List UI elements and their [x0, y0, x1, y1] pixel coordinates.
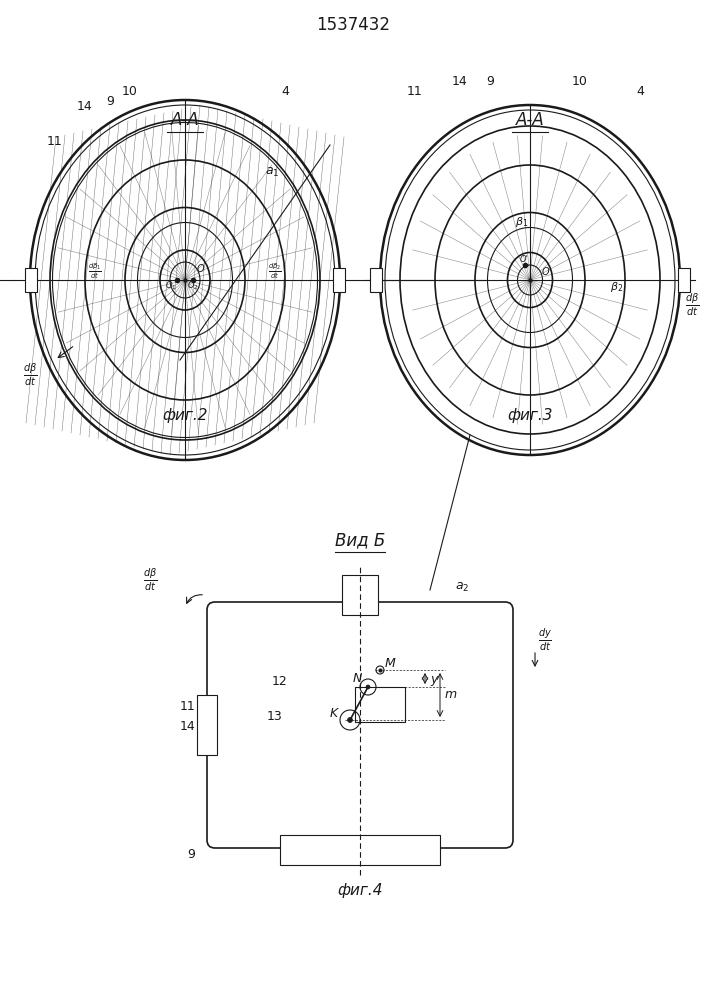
Text: $a_2$: $a_2$: [455, 581, 469, 594]
Text: $\frac{d\beta}{dt}$: $\frac{d\beta}{dt}$: [143, 566, 157, 593]
Text: 4: 4: [281, 85, 289, 98]
Text: 10: 10: [572, 75, 588, 88]
FancyBboxPatch shape: [197, 695, 217, 755]
FancyBboxPatch shape: [678, 268, 690, 292]
Text: $\beta_1$: $\beta_1$: [515, 215, 528, 229]
Text: $\beta_2$: $\beta_2$: [610, 280, 624, 294]
Text: M: M: [385, 657, 396, 670]
Text: фиг.4: фиг.4: [337, 883, 382, 898]
Text: O: O: [197, 264, 204, 274]
Text: 4: 4: [636, 85, 644, 98]
FancyBboxPatch shape: [280, 835, 440, 865]
Text: m: m: [445, 688, 457, 702]
FancyBboxPatch shape: [25, 268, 37, 292]
Text: 10: 10: [122, 85, 138, 98]
Text: Вид Б: Вид Б: [335, 531, 385, 549]
Text: O: O: [542, 267, 549, 277]
Text: $O_2$: $O_2$: [187, 279, 199, 292]
Text: 14: 14: [77, 100, 93, 113]
Text: фиг.2: фиг.2: [162, 408, 208, 423]
Text: 13: 13: [267, 710, 283, 723]
Text: 9: 9: [187, 848, 195, 861]
FancyBboxPatch shape: [370, 268, 382, 292]
Text: N: N: [353, 672, 363, 685]
Text: A-A: A-A: [515, 111, 544, 129]
Text: $\frac{d\beta}{dt}$: $\frac{d\beta}{dt}$: [23, 361, 37, 388]
FancyBboxPatch shape: [342, 575, 378, 615]
Text: $\frac{dy}{dt}$: $\frac{dy}{dt}$: [538, 626, 552, 653]
Text: 14: 14: [180, 720, 195, 733]
Text: K: K: [330, 707, 338, 720]
Text: O': O': [520, 255, 529, 264]
Text: 14: 14: [452, 75, 468, 88]
Text: 11: 11: [407, 85, 423, 98]
Circle shape: [366, 685, 370, 689]
Text: 11: 11: [47, 135, 63, 148]
Text: $\frac{d\beta_2}{dt}$: $\frac{d\beta_2}{dt}$: [268, 261, 282, 281]
Circle shape: [348, 718, 353, 722]
Text: 9: 9: [106, 95, 114, 108]
FancyBboxPatch shape: [333, 268, 345, 292]
Text: 9: 9: [486, 75, 494, 88]
FancyBboxPatch shape: [207, 602, 513, 848]
Text: $\frac{d\beta_1}{dt}$: $\frac{d\beta_1}{dt}$: [88, 261, 102, 281]
Text: 12: 12: [272, 675, 288, 688]
Text: $\frac{d\beta}{dt}$: $\frac{d\beta}{dt}$: [685, 291, 699, 318]
Text: фиг.3: фиг.3: [507, 408, 553, 423]
Text: A-A: A-A: [170, 111, 199, 129]
Text: 11: 11: [180, 700, 195, 713]
Text: $O_1$: $O_1$: [165, 279, 177, 292]
Text: 1537432: 1537432: [316, 16, 390, 34]
Text: $a_1$: $a_1$: [265, 166, 279, 179]
Text: e: e: [366, 852, 374, 865]
Text: y: y: [430, 672, 438, 686]
